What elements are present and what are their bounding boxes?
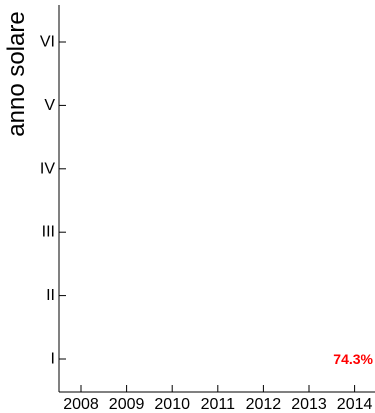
y-axis-title: anno solare <box>3 11 30 136</box>
x-tick-label-2013: 2013 <box>291 396 327 413</box>
x-tick-label-2014: 2014 <box>337 396 373 413</box>
x-tick-label-2008: 2008 <box>63 396 99 413</box>
y-tick-label-iv: IV <box>40 160 55 177</box>
y-tick-label-iii: III <box>42 224 55 241</box>
annotations: 74.3% <box>333 351 373 367</box>
x-tick-label-2009: 2009 <box>109 396 145 413</box>
x-tick-label-2012: 2012 <box>246 396 282 413</box>
y-tick-label-i: I <box>51 351 55 368</box>
data-label-0: 74.3% <box>333 351 373 367</box>
y-tick-label-vi: VI <box>40 34 55 51</box>
plot-frame <box>58 5 375 393</box>
y-tick-label-v: V <box>44 97 55 114</box>
x-tick-label-2011: 2011 <box>201 396 236 413</box>
y-tick-label-ii: II <box>46 287 55 304</box>
x-tick-label-2010: 2010 <box>154 396 190 413</box>
x-axis-ticks: 2008 2009 2010 2011 2012 2013 2014 <box>63 385 372 413</box>
